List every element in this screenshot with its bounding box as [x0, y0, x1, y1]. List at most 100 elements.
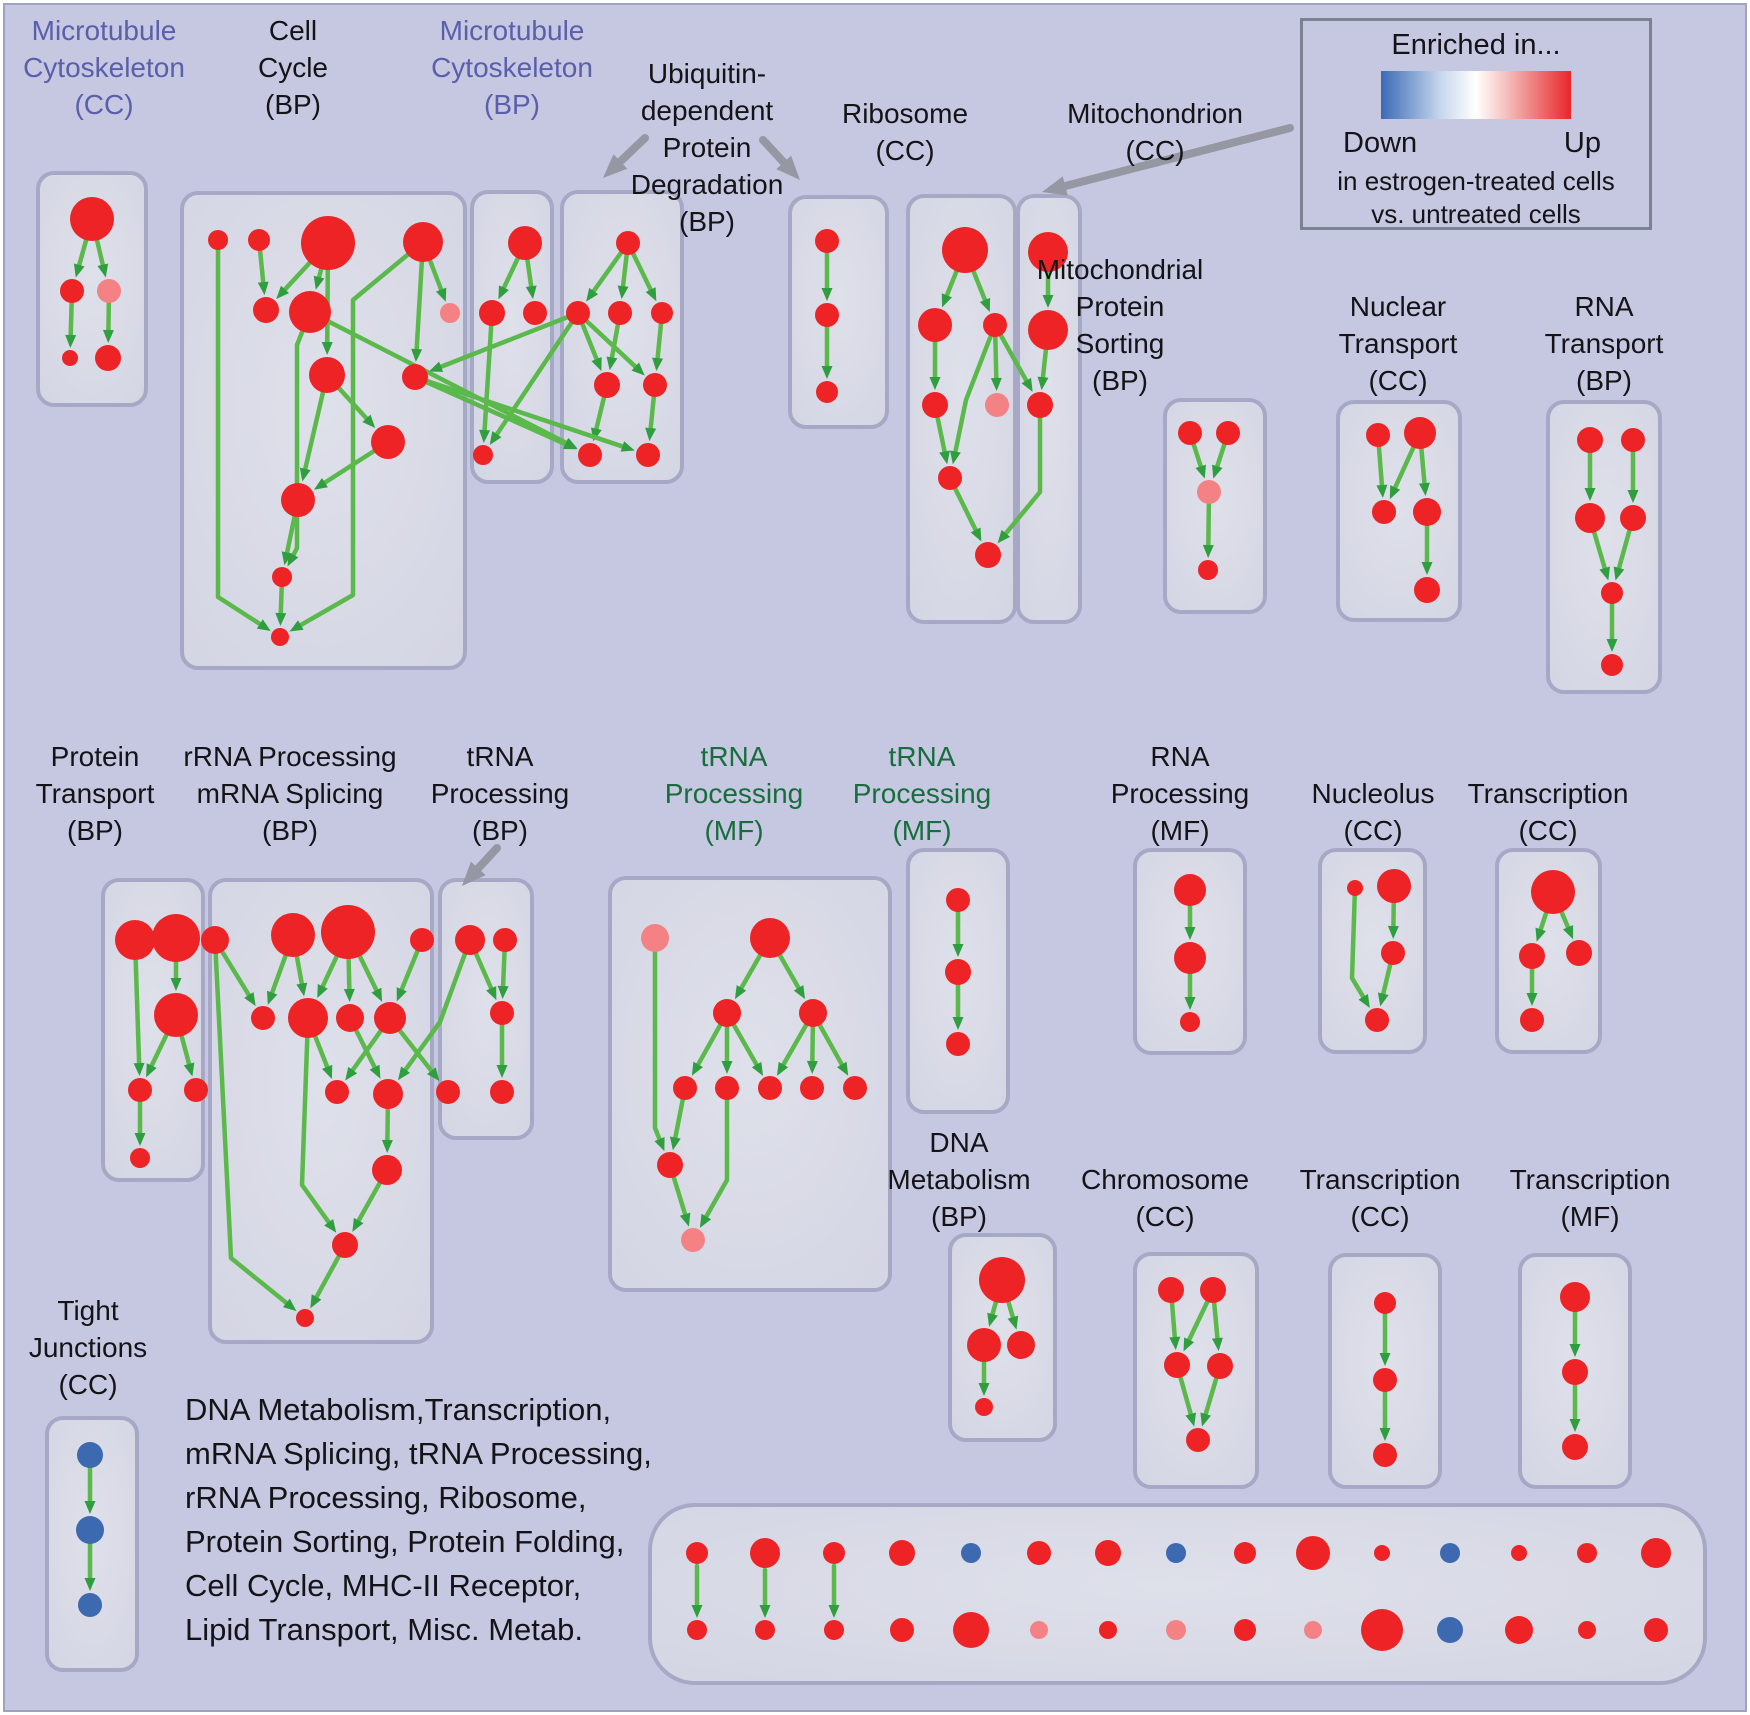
- go-term-node-rrna-m3: [336, 1004, 364, 1032]
- diagram-root: [3, 3, 1747, 1712]
- edge-tmfb-T-L2-head: [734, 985, 747, 1000]
- edge-cc-h-y-head: [313, 478, 328, 490]
- edge-ubi2-u2-u3-head: [821, 366, 833, 379]
- go-term-node-rib-T: [942, 227, 988, 273]
- go-term-node-cc-a: [208, 230, 228, 250]
- legend-gradient-bar: [1381, 71, 1571, 119]
- go-term-node-ubi-r42: [636, 443, 660, 467]
- edge-ubi-r23-r32-head: [652, 357, 664, 372]
- go-term-node-mtcc-n3: [97, 279, 121, 303]
- strip-top-node-9: [1296, 1536, 1330, 1570]
- go-term-node-tcc1-T: [1531, 870, 1575, 914]
- edge-mtcc-b1-n3-head: [97, 263, 109, 278]
- go-term-node-nucl-m: [1381, 941, 1405, 965]
- edge-rib-R-L3-head: [950, 450, 961, 465]
- edge-rnat-lt-lm-head: [1584, 488, 1596, 501]
- edge-rnat-lm-c-head: [1599, 566, 1610, 581]
- go-term-node-pt-E: [184, 1078, 208, 1102]
- edge-tmfb-c1-q-head: [669, 1136, 681, 1151]
- strip-bottom-node-1: [755, 1620, 775, 1640]
- go-term-node-mito-M2: [1028, 310, 1068, 350]
- go-term-node-rrna-t3: [321, 905, 375, 959]
- strip-top-node-7: [1166, 1543, 1186, 1563]
- edge-mtbp-t-ml-head: [498, 285, 509, 300]
- cross-edge-tbp.tl-rrna.p2-head: [397, 1066, 411, 1081]
- edge-pt-D-F-head: [134, 1133, 146, 1146]
- edge-dnam-L-B-head: [978, 1383, 990, 1396]
- go-term-node-rib-R: [983, 313, 1007, 337]
- strip-top-node-3: [889, 1540, 915, 1566]
- strip-top-node-12: [1511, 1545, 1527, 1561]
- edge-rrna-m2-p1-head: [322, 1064, 333, 1079]
- go-term-node-mtbp-bt: [473, 445, 493, 465]
- cross-edge-mito.M3-rib.B-head: [997, 529, 1011, 544]
- go-term-node-mito-M3: [1027, 392, 1053, 418]
- go-term-node-tmfb-c5: [843, 1076, 867, 1100]
- edge-tmfb-L2-c3-head: [751, 1061, 764, 1076]
- go-term-node-rrna-m2: [288, 998, 328, 1038]
- edge-pt-B-C-head: [170, 978, 182, 991]
- edge-nt-T-mr-head: [1418, 482, 1430, 497]
- edge-nucl-s-b-head: [1358, 993, 1370, 1008]
- legend-up-label: Up: [1563, 127, 1601, 159]
- edge-dnam-T-R-head: [1007, 1315, 1019, 1330]
- go-term-node-mtcc-b1: [70, 197, 114, 241]
- cluster-label-mtbp: Microtubule Cytoskeleton (BP): [431, 15, 593, 120]
- cluster-label-rib: Ribosome (CC): [841, 98, 969, 166]
- strip-bottom-node-10: [1361, 1609, 1403, 1651]
- annotation-arrow-0-shaft: [616, 134, 649, 166]
- cluster-box-chrom: [1133, 1252, 1259, 1489]
- go-term-node-rrna-t4: [410, 928, 434, 952]
- edge-tcc2-b-c-head: [1379, 1428, 1391, 1441]
- edge-tmfb-c2-pk2-head: [699, 1213, 712, 1228]
- go-term-node-dnam-T: [979, 1257, 1025, 1303]
- edge-mps-A-PK-head: [1195, 464, 1206, 479]
- go-term-node-mps-C: [1198, 560, 1218, 580]
- edge-nucl-s-b-shaft: [1349, 885, 1366, 1000]
- go-term-node-rpmf-r2: [1174, 942, 1206, 974]
- strip-bottom-node-13: [1578, 1621, 1596, 1639]
- go-term-node-tmf-c: [1562, 1434, 1588, 1460]
- cross-edge-mito.M3-rib.B-shaft: [1003, 402, 1043, 536]
- edge-chrom-ml-b-head: [1185, 1412, 1197, 1427]
- go-term-node-tmfs-s3: [946, 1032, 970, 1056]
- edge-rrna-p2-q-head: [381, 1139, 393, 1154]
- cluster-box-rrna: [208, 878, 434, 1344]
- edge-ubi-tp-r21-head: [586, 287, 599, 302]
- cluster-box-dnam: [948, 1233, 1057, 1442]
- edge-tmf-a-b-head: [1569, 1344, 1581, 1357]
- go-term-node-tbp-mid: [490, 1001, 514, 1025]
- cross-edge-ubi.r21-cc.g-shaft: [438, 310, 581, 370]
- strip-top-node-8: [1234, 1542, 1256, 1564]
- edge-tmfb-L2-c2-head: [721, 1061, 733, 1074]
- edge-ubi-r21-r32-head: [631, 362, 645, 376]
- cluster-label-pt: Protein Transport (BP): [35, 741, 155, 846]
- go-term-node-cc-z1: [272, 567, 292, 587]
- go-term-node-tbp-br: [490, 1080, 514, 1104]
- edge-mtbp-t-mr-head: [525, 285, 537, 300]
- edge-tmfb-R2-c5-head: [837, 1061, 849, 1076]
- go-term-node-nucl-b: [1365, 1008, 1389, 1032]
- edge-rpmf-r1-r2-head: [1184, 927, 1196, 940]
- go-term-node-tmf-b: [1562, 1359, 1588, 1385]
- misc-clusters-annotation: DNA Metabolism,Transcription, mRNA Splic…: [185, 1392, 652, 1647]
- cluster-label-nucl: Nucleolus (CC): [1311, 778, 1435, 846]
- go-term-node-chrom-b: [1186, 1428, 1210, 1452]
- edge-cc-C-g2-head: [321, 341, 333, 356]
- go-term-node-tcc2-c: [1373, 1443, 1397, 1467]
- cluster-label-chrom: Chromosome (CC): [1080, 1164, 1250, 1232]
- strip-arrow-2-head: [828, 1605, 840, 1618]
- go-term-node-pt-A: [115, 920, 155, 960]
- edge-ubi-tp-r22-head: [617, 285, 629, 300]
- edge-tcc1-l-b-head: [1526, 993, 1538, 1006]
- edge-tmfs-s2-s3-head: [952, 1017, 964, 1030]
- edge-cc-D-g-head: [411, 348, 423, 363]
- go-term-node-rrna-t2: [271, 913, 315, 957]
- go-term-node-ubi-r22: [608, 301, 632, 325]
- go-term-node-tmfb-L2: [713, 999, 741, 1027]
- strip-bottom-node-9: [1304, 1621, 1322, 1639]
- go-term-node-nt-b: [1414, 577, 1440, 603]
- edge-mtbp-ml-bt-head: [479, 429, 491, 444]
- edge-ubi-r32-r42-head: [645, 427, 657, 442]
- strip-top-node-13: [1577, 1543, 1597, 1563]
